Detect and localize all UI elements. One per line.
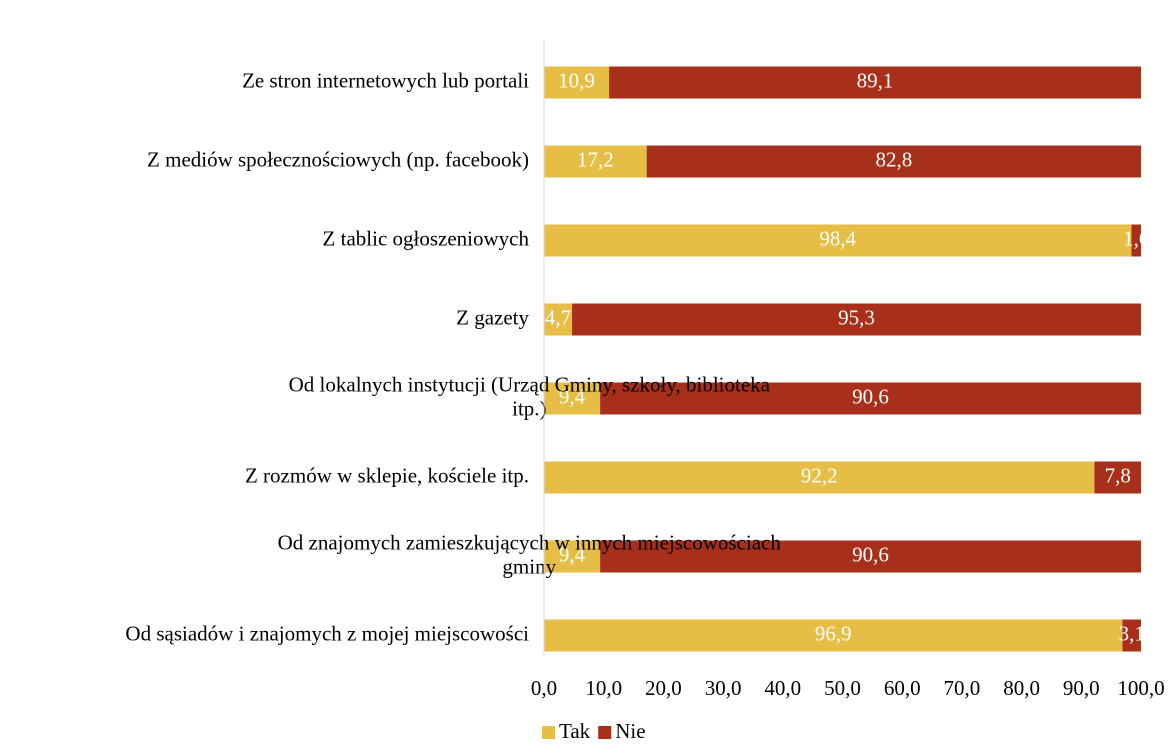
x-tick-label: 0,0 [531, 676, 557, 700]
legend-label: Tak [559, 719, 591, 743]
bar-segment [544, 382, 601, 415]
data-label: 82,8 [875, 147, 912, 171]
bar-segment [1094, 461, 1141, 494]
data-label: 7,8 [1105, 463, 1131, 487]
data-label: 1,6 [1123, 226, 1149, 250]
data-label: 98,4 [819, 226, 856, 250]
bar-segment [544, 224, 1132, 257]
bar-segment [1122, 619, 1141, 652]
bar-segment [600, 540, 1141, 573]
y-tick-label: Z rozmów w sklepie, kościele itp. [245, 463, 529, 487]
x-tick-label: 100,0 [1117, 676, 1164, 700]
bar-segment [609, 66, 1141, 99]
data-label: 17,2 [577, 147, 614, 171]
bar-segment [600, 382, 1141, 415]
y-tick-label: Od sąsiadów i znajomych z mojej miejscow… [125, 621, 529, 645]
bar-segment [572, 303, 1141, 336]
legend-swatch [542, 726, 555, 739]
y-tick-label: Od lokalnych instytucji (Urząd Gminy, sz… [289, 372, 771, 420]
bar-segment [544, 145, 647, 178]
x-tick-label: 30,0 [705, 676, 742, 700]
legend-label: Nie [615, 719, 645, 743]
bar-segment [544, 66, 610, 99]
y-tick-label: Z tablic ogłoszeniowych [323, 226, 530, 250]
data-label: 9,4 [559, 542, 586, 566]
bar-segment [646, 145, 1141, 178]
bar-segment [1131, 224, 1141, 257]
x-tick-label: 50,0 [824, 676, 861, 700]
x-tick-label: 90,0 [1063, 676, 1100, 700]
bar-segment [544, 461, 1095, 494]
data-label: 9,4 [559, 384, 586, 408]
bar-segment [544, 303, 573, 336]
y-tick-label: Ze stron internetowych lub portali [242, 68, 529, 92]
x-tick-label: 20,0 [645, 676, 682, 700]
y-tick-label: Z mediów społecznościowych (np. facebook… [147, 147, 529, 171]
data-label: 95,3 [838, 305, 875, 329]
x-tick-label: 10,0 [585, 676, 622, 700]
data-label: 90,6 [852, 384, 889, 408]
legend-swatch [598, 726, 612, 739]
plot-area: 10,9 89,1 17,2 82,8 98,4 1,6 4,7 95,3 9,4 90,6 92,… [544, 66, 1149, 652]
bar-segment [544, 540, 601, 573]
bar-segment [544, 619, 1123, 652]
x-tick-label: 80,0 [1003, 676, 1040, 700]
x-tick-label: 70,0 [944, 676, 981, 700]
x-tick-label: 60,0 [884, 676, 921, 700]
data-label: 90,6 [852, 542, 889, 566]
y-tick-label: Od znajomych zamieszkujących w innych mi… [278, 530, 782, 578]
data-label: 92,2 [801, 463, 838, 487]
y-tick-label: Z gazety [456, 305, 529, 329]
data-label: 10,9 [558, 68, 595, 92]
x-tick-label: 40,0 [764, 676, 801, 700]
data-label: 96,9 [815, 621, 852, 645]
data-label: 89,1 [857, 68, 894, 92]
data-label: 3,1 [1119, 621, 1145, 645]
data-label: 4,7 [545, 305, 571, 329]
